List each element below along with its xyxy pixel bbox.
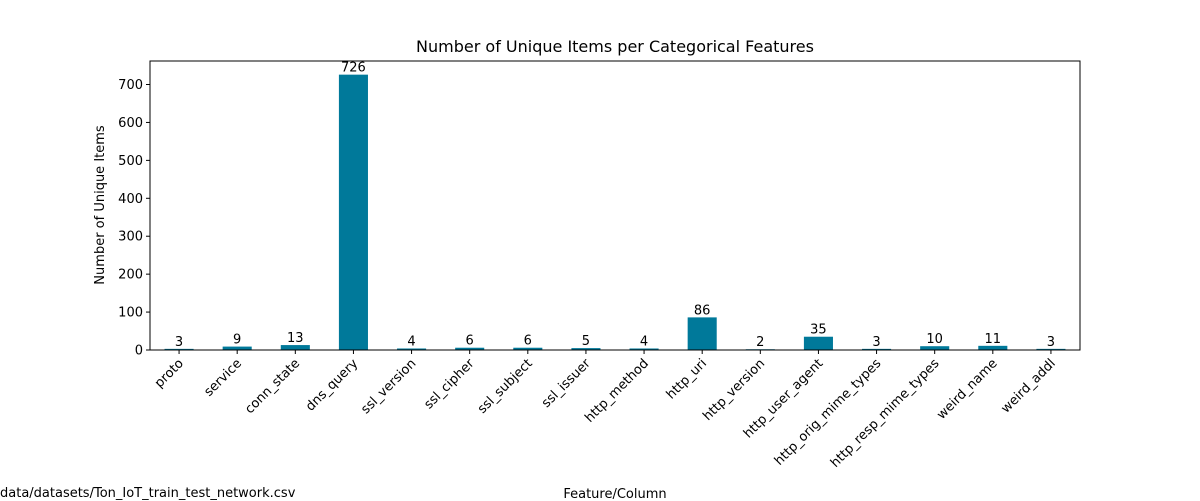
chart-title: Number of Unique Items per Categorical F… bbox=[416, 37, 814, 56]
x-tick-label-http_resp_mime_types: http_resp_mime_types bbox=[828, 356, 943, 471]
x-tick-label-weird_addl: weird_addl bbox=[999, 356, 1059, 416]
value-label-http_method: 4 bbox=[640, 334, 648, 349]
value-label-http_orig_mime_types: 3 bbox=[872, 335, 880, 350]
y-axis-ticks: 0 100 200 300 400 500 600 700 bbox=[118, 78, 150, 359]
bar-weird_name bbox=[978, 345, 1008, 350]
bar-conn_state bbox=[280, 345, 310, 350]
value-label-ssl_version: 4 bbox=[407, 334, 415, 349]
y-tick-label-700: 700 bbox=[118, 78, 143, 93]
value-labels-group: 3 9 13 726 4 6 6 5 4 86 2 35 3 10 11 3 bbox=[175, 61, 1055, 351]
x-tick-label-ssl_cipher: ssl_cipher bbox=[421, 356, 478, 413]
x-tick-label-ssl_issuer: ssl_issuer bbox=[539, 356, 594, 411]
bar-proto bbox=[164, 348, 194, 350]
dataset-path-caption: data/datasets/Ton_IoT_train_test_network… bbox=[0, 486, 296, 501]
bar-dns_query bbox=[338, 74, 368, 351]
y-tick-label-600: 600 bbox=[118, 116, 143, 131]
y-axis-label: Number of Unique Items bbox=[93, 125, 108, 285]
value-label-ssl_cipher: 6 bbox=[466, 334, 474, 349]
x-tick-label-ssl_version: ssl_version bbox=[358, 356, 419, 417]
x-tick-label-weird_name: weird_name bbox=[934, 356, 1000, 422]
bar-http_uri bbox=[687, 317, 717, 350]
bars-group bbox=[164, 74, 1066, 351]
x-axis-label: Feature/Column bbox=[563, 487, 666, 500]
x-tick-label-proto: proto bbox=[152, 356, 187, 391]
y-tick-label-0: 0 bbox=[135, 344, 143, 359]
bar-ssl_issuer bbox=[571, 348, 601, 350]
x-tick-label-dns_query: dns_query bbox=[303, 356, 361, 414]
y-tick-label-300: 300 bbox=[118, 230, 143, 245]
y-tick-label-200: 200 bbox=[118, 268, 143, 283]
bar-ssl_cipher bbox=[455, 347, 485, 350]
bar-weird_addl bbox=[1036, 348, 1066, 350]
x-tick-label-ssl_subject: ssl_subject bbox=[475, 356, 536, 417]
bar-http_method bbox=[629, 348, 659, 350]
value-label-conn_state: 13 bbox=[287, 331, 304, 346]
value-label-http_version: 2 bbox=[756, 335, 764, 350]
y-tick-label-100: 100 bbox=[118, 306, 143, 321]
value-label-http_user_agent: 35 bbox=[810, 323, 827, 338]
y-tick-label-500: 500 bbox=[118, 154, 143, 169]
x-tick-label-conn_state: conn_state bbox=[242, 356, 303, 417]
value-label-proto: 3 bbox=[175, 335, 183, 350]
x-tick-label-http_uri: http_uri bbox=[664, 356, 710, 402]
bar-service bbox=[222, 346, 252, 350]
value-label-weird_name: 11 bbox=[985, 332, 1002, 347]
x-tick-label-service: service bbox=[201, 356, 245, 400]
bar-http_orig_mime_types bbox=[862, 348, 892, 350]
value-label-service: 9 bbox=[233, 333, 241, 348]
bar-ssl_subject bbox=[513, 347, 543, 350]
value-label-http_uri: 86 bbox=[694, 303, 711, 318]
y-tick-label-400: 400 bbox=[118, 192, 143, 207]
value-label-ssl_issuer: 5 bbox=[582, 334, 590, 349]
value-label-http_resp_mime_types: 10 bbox=[926, 332, 943, 347]
value-label-ssl_subject: 6 bbox=[524, 334, 532, 349]
bar-http_user_agent bbox=[803, 336, 833, 350]
plot-frame bbox=[149, 60, 1081, 351]
value-label-dns_query: 726 bbox=[341, 61, 366, 76]
value-label-weird_addl: 3 bbox=[1047, 335, 1055, 350]
bar-ssl_version bbox=[397, 348, 427, 350]
bar-http_resp_mime_types bbox=[920, 346, 950, 350]
x-tick-label-http_orig_mime_types: http_orig_mime_types bbox=[772, 356, 885, 469]
